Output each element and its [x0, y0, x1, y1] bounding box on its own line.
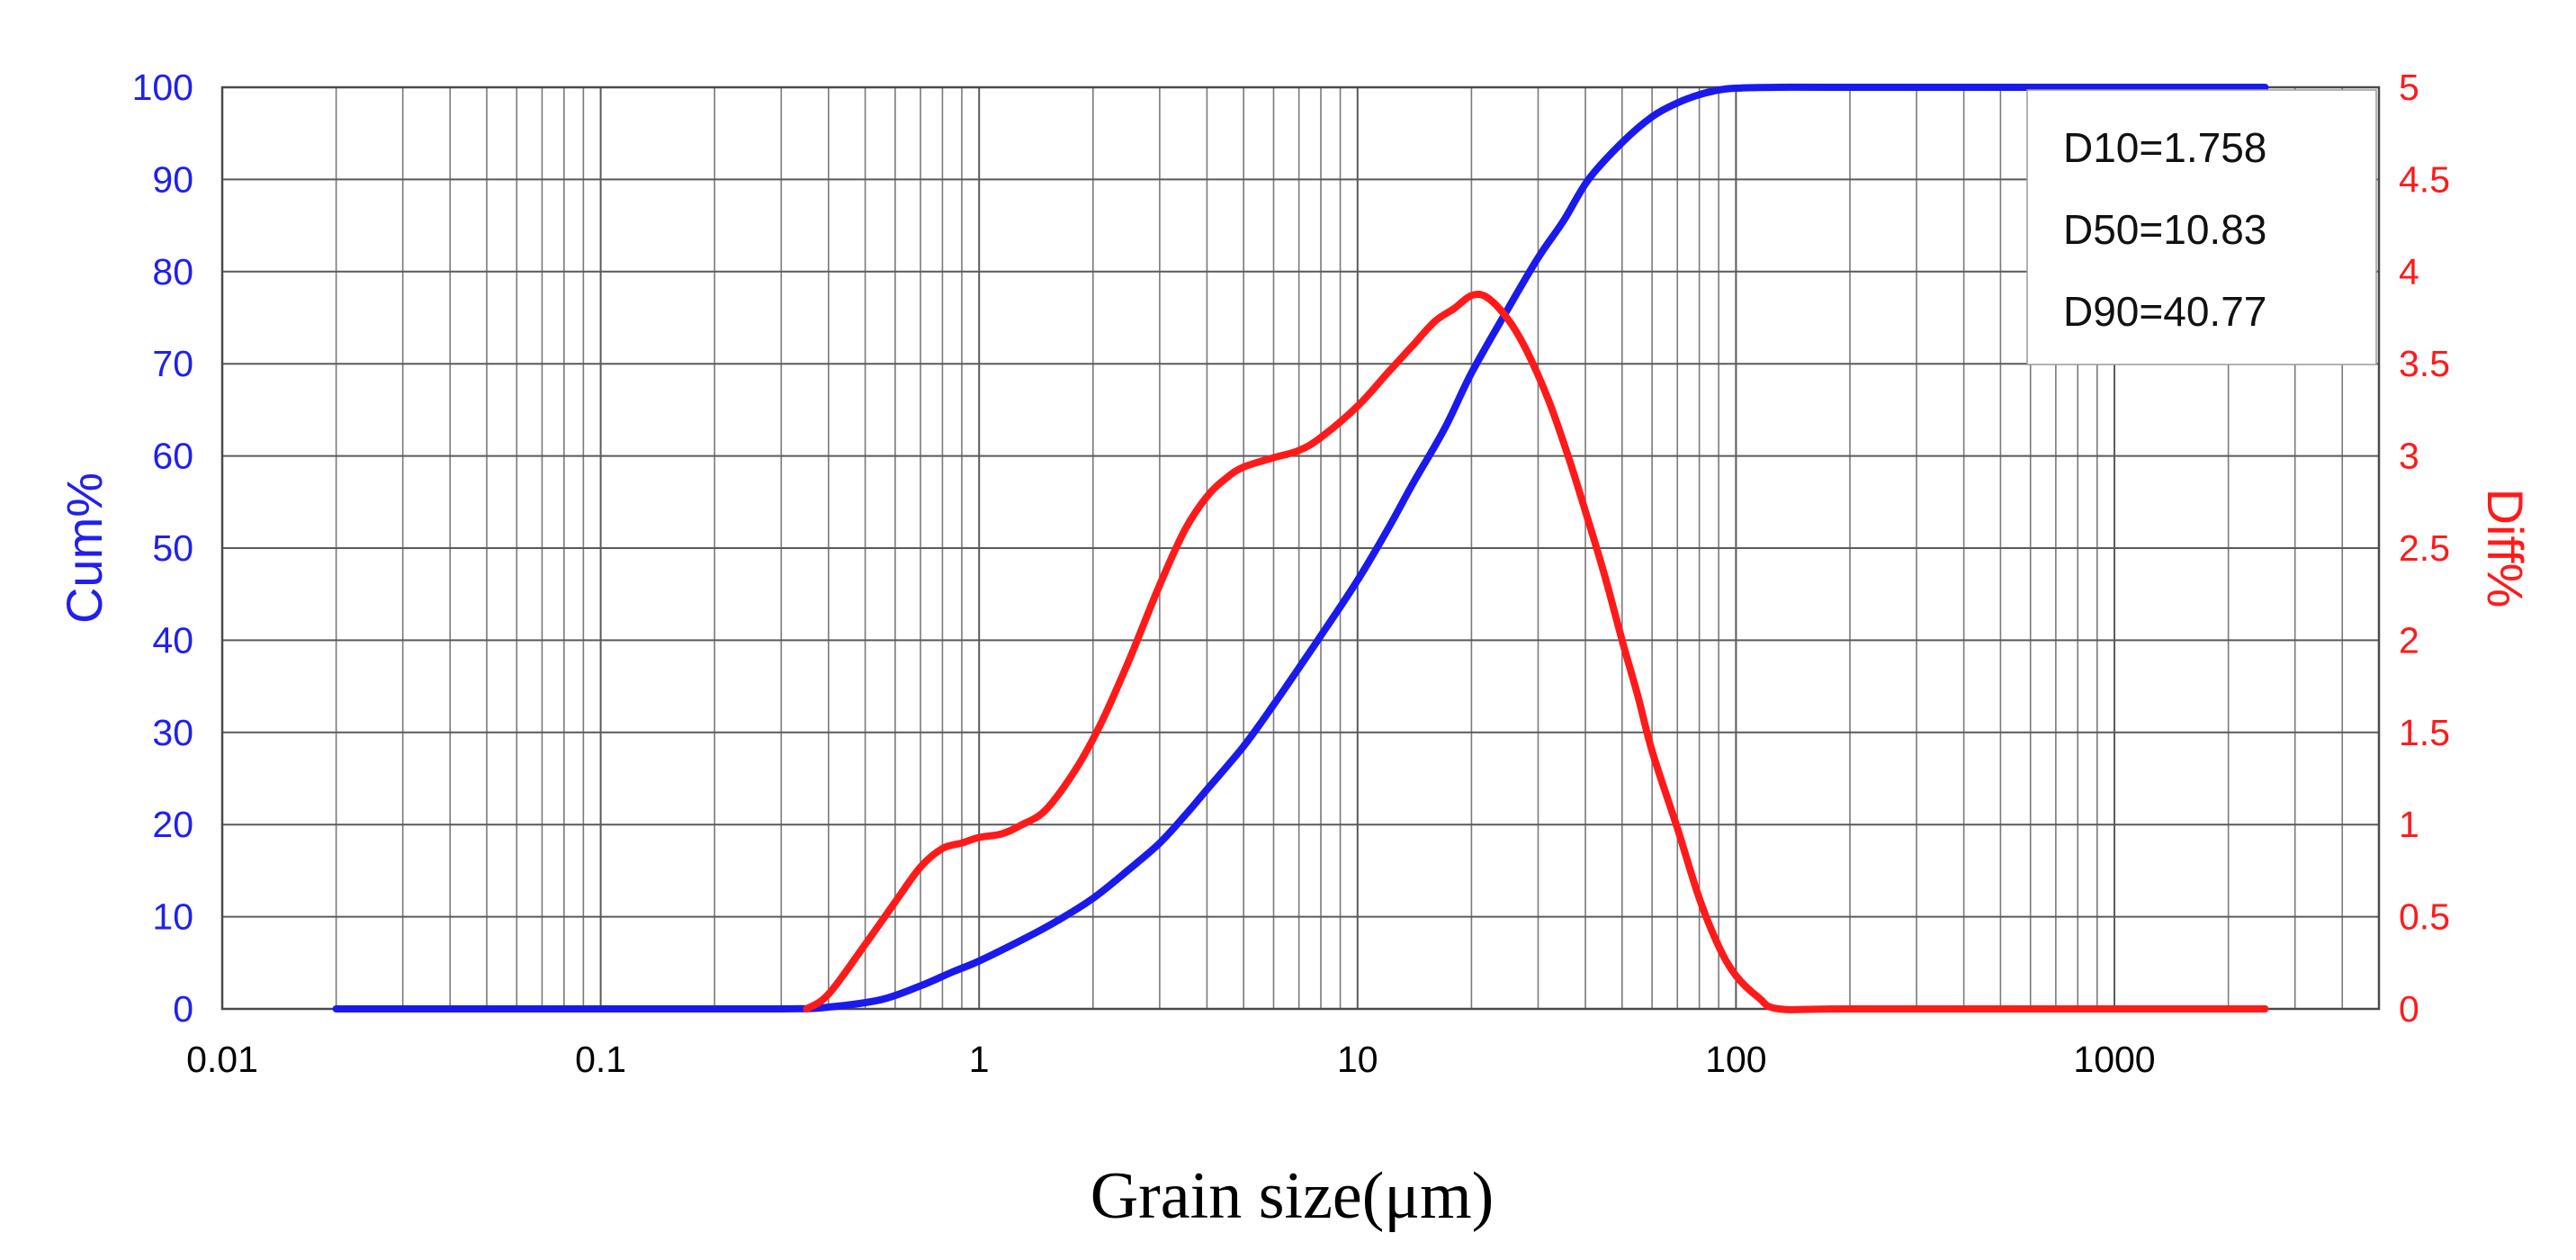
y-right-tick-label: 2.5 [2399, 527, 2450, 569]
cum-percent-line [332, 83, 2269, 1013]
y-left-tick-label: 100 [132, 67, 193, 108]
y-right-tick-label: 5 [2399, 67, 2419, 108]
x-tick-label: 100 [1705, 1039, 1766, 1080]
y-right-tick-label: 2 [2399, 619, 2419, 661]
y-left-tick-label: 10 [152, 896, 193, 938]
annotation-d90: D90=40.77 [2063, 288, 2266, 335]
annotation-d10: D10=1.758 [2063, 124, 2266, 171]
x-axis-label: Grain size(μm) [1091, 1159, 1494, 1233]
y-right-tick-label: 0 [2399, 988, 2419, 1030]
annotation-d50: D50=10.83 [2063, 206, 2266, 253]
y-right-tick-label: 0.5 [2399, 896, 2450, 938]
y-left-tick-label: 80 [152, 251, 193, 292]
y-left-tick-label: 60 [152, 436, 193, 477]
y-left-tick-label: 90 [152, 158, 193, 200]
annotation-box [2026, 89, 2377, 365]
x-tick-label: 10 [1337, 1039, 1378, 1080]
y-left-tick-label: 30 [152, 712, 193, 753]
x-tick-label: 1 [969, 1039, 990, 1080]
diff-percent-line [803, 290, 2269, 1013]
x-tick-label: 0.01 [186, 1039, 258, 1080]
y-left-tick-label: 0 [173, 988, 193, 1030]
x-tick-label: 1000 [2073, 1039, 2155, 1080]
y-axis-left-label: Cum% [56, 472, 112, 624]
y-right-tick-label: 1.5 [2399, 712, 2450, 753]
y-axis-right-label: Diff% [2477, 489, 2534, 608]
y-right-tick-label: 4 [2399, 251, 2419, 292]
y-right-tick-label: 4.5 [2399, 158, 2450, 200]
y-left-tick-label: 20 [152, 804, 193, 845]
y-left-tick-label: 50 [152, 527, 193, 569]
y-right-tick-label: 3 [2399, 436, 2419, 477]
y-right-tick-label: 1 [2399, 804, 2419, 845]
axis-ticks: 010203040506070809010000.511.522.533.544… [132, 67, 2450, 1080]
x-tick-label: 0.1 [575, 1039, 626, 1080]
d-values-annotation: D10=1.758 D50=10.83 D90=40.77 [2026, 89, 2377, 365]
y-left-tick-label: 40 [152, 619, 193, 661]
y-right-tick-label: 3.5 [2399, 343, 2450, 384]
series-layer [332, 83, 2269, 1013]
plot-frame [220, 86, 2381, 1011]
y-left-tick-label: 70 [152, 343, 193, 384]
